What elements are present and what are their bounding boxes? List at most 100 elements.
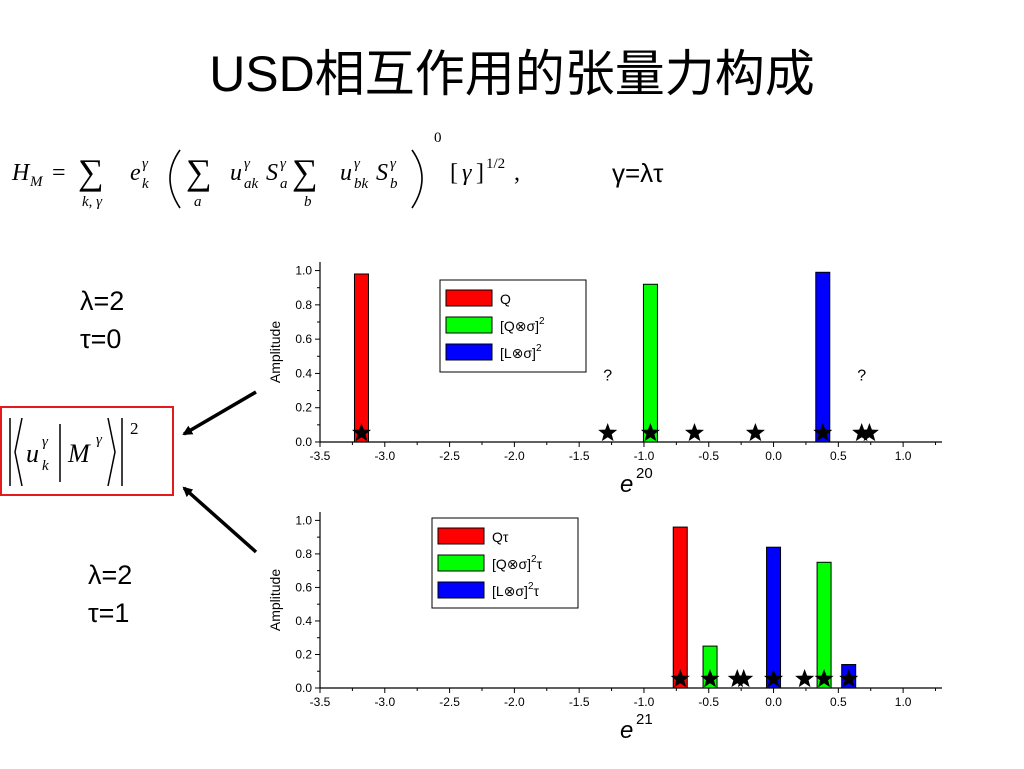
y-axis-label: Amplitude bbox=[267, 321, 283, 383]
svg-text:M: M bbox=[67, 439, 91, 468]
legend-label: Q bbox=[500, 291, 511, 307]
svg-text:γ: γ bbox=[142, 156, 149, 172]
svg-text:∑: ∑ bbox=[186, 152, 212, 192]
svg-text:γ: γ bbox=[462, 160, 472, 186]
data-star bbox=[839, 669, 859, 688]
legend-label: [Q⊗σ]2τ bbox=[492, 554, 543, 572]
svg-text:a: a bbox=[194, 194, 202, 210]
data-star bbox=[745, 423, 765, 442]
legend-swatch bbox=[437, 554, 485, 572]
svg-text:1/2: 1/2 bbox=[486, 156, 505, 172]
legend-label: [L⊗σ]2 bbox=[500, 343, 542, 361]
bar bbox=[816, 561, 832, 689]
x-tick-label: -0.5 bbox=[698, 449, 719, 463]
x-tick-label: -1.5 bbox=[569, 449, 590, 463]
y-tick-label: 0.6 bbox=[295, 332, 312, 346]
x-tick-label: -3.0 bbox=[374, 695, 395, 709]
question-annotation: ? bbox=[857, 367, 866, 384]
x-axis-label-sup: 20 bbox=[636, 465, 653, 482]
bar bbox=[815, 271, 831, 443]
x-tick-label: -2.0 bbox=[504, 449, 525, 463]
data-star bbox=[670, 669, 690, 688]
svg-text:u: u bbox=[340, 160, 352, 186]
legend-swatch bbox=[445, 316, 493, 334]
svg-text:M: M bbox=[29, 174, 44, 190]
svg-text:γ: γ bbox=[354, 156, 361, 172]
svg-text:u: u bbox=[230, 160, 242, 186]
y-tick-label: 0.6 bbox=[295, 580, 312, 594]
svg-text:∑: ∑ bbox=[78, 152, 104, 192]
chart-bottom: 0.0 0.2 0.4 0.6 0.8 1.0 -3.5 -3.0 -2.5 -2.0 -1.5 -1… bbox=[264, 504, 954, 769]
svg-text:a: a bbox=[280, 176, 288, 192]
svg-text:b: b bbox=[390, 176, 398, 192]
legend-swatch bbox=[445, 289, 493, 307]
x-axis-label: e bbox=[620, 717, 633, 744]
data-star bbox=[598, 423, 618, 442]
y-tick-label: 0.0 bbox=[295, 435, 312, 449]
legend-label-suffix: τ bbox=[503, 529, 509, 545]
x-tick-label: -2.0 bbox=[504, 695, 525, 709]
legend-label-suffix: τ bbox=[537, 556, 543, 572]
legend-label-text: [L⊗σ] bbox=[500, 345, 536, 361]
question-annotation: ? bbox=[603, 367, 612, 384]
y-tick-label: 0.2 bbox=[295, 647, 312, 661]
svg-text:,: , bbox=[514, 160, 520, 186]
legend-label: [Q⊗σ]2 bbox=[500, 316, 545, 334]
x-tick-label: -3.5 bbox=[310, 449, 331, 463]
y-tick-label: 0.4 bbox=[295, 614, 312, 628]
svg-text:u: u bbox=[26, 439, 39, 468]
svg-text:k, γ: k, γ bbox=[82, 194, 103, 210]
legend-label: Qτ bbox=[492, 529, 509, 545]
data-star bbox=[795, 669, 815, 688]
data-star bbox=[685, 423, 704, 442]
lambda-label-1: λ=2 bbox=[80, 286, 125, 316]
x-tick-label: -2.5 bbox=[439, 449, 460, 463]
legend-label-suffix: τ bbox=[534, 583, 540, 599]
legend-label: [L⊗σ]2τ bbox=[492, 581, 540, 599]
legend-swatch bbox=[445, 343, 493, 361]
data-star bbox=[764, 669, 784, 688]
data-star bbox=[859, 423, 879, 442]
bar bbox=[353, 273, 369, 443]
y-tick-label: 0.8 bbox=[295, 298, 312, 312]
x-tick-label: 1.0 bbox=[895, 695, 912, 709]
svg-text:k: k bbox=[142, 176, 149, 192]
x-tick-label: 0.0 bbox=[765, 449, 782, 463]
y-tick-label: 1.0 bbox=[295, 513, 312, 527]
y-tick-label: 0.0 bbox=[295, 681, 312, 695]
svg-text:bk: bk bbox=[354, 176, 369, 192]
data-star bbox=[352, 423, 371, 442]
svg-text:0: 0 bbox=[434, 130, 442, 146]
matrix-element-formula: u γ k M γ 2 bbox=[9, 417, 139, 487]
matrix-element-exponent: 2 bbox=[130, 419, 139, 438]
data-star bbox=[852, 423, 872, 442]
legend-label-text: Q bbox=[492, 529, 503, 545]
arrow-top bbox=[182, 390, 257, 436]
svg-text:e: e bbox=[130, 160, 141, 186]
x-tick-label: -1.0 bbox=[634, 449, 655, 463]
chart-top-svg: 0.0 0.2 0.4 0.6 0.8 1.0 -3.5 -3.0 -2.5 -2.0 -1.5 -1… bbox=[267, 262, 942, 498]
svg-text:S: S bbox=[376, 160, 388, 186]
x-tick-label: -3.5 bbox=[310, 695, 331, 709]
lambda-label-2: λ=2 bbox=[88, 560, 133, 590]
svg-text:b: b bbox=[304, 194, 312, 210]
data-star bbox=[640, 423, 660, 442]
x-tick-label: 0.5 bbox=[830, 449, 847, 463]
legend-label-sup: 2 bbox=[531, 554, 537, 565]
svg-text:γ: γ bbox=[42, 434, 49, 450]
x-axis-label: e bbox=[620, 471, 633, 498]
chart-bottom-svg: 0.0 0.2 0.4 0.6 0.8 1.0 -3.5 -3.0 -2.5 -2.0 -1.5 -1… bbox=[267, 512, 942, 744]
x-tick-label: -1.0 bbox=[634, 695, 655, 709]
matrix-element-box: u γ k M γ 2 bbox=[0, 406, 174, 496]
hamiltonian-formula: H M = ∑ k, γ e γ k ∑ a u γ ak S γ a ∑ b … bbox=[11, 130, 520, 210]
data-star bbox=[734, 669, 754, 688]
bar bbox=[672, 526, 688, 689]
y-tick-label: 0.2 bbox=[295, 401, 312, 415]
legend-label-sup: 2 bbox=[528, 581, 534, 592]
svg-text:∑: ∑ bbox=[292, 152, 318, 192]
bar bbox=[642, 283, 658, 443]
data-star bbox=[814, 669, 834, 688]
data-star bbox=[813, 423, 833, 442]
y-tick-label: 0.8 bbox=[295, 547, 312, 561]
bar bbox=[766, 546, 782, 689]
